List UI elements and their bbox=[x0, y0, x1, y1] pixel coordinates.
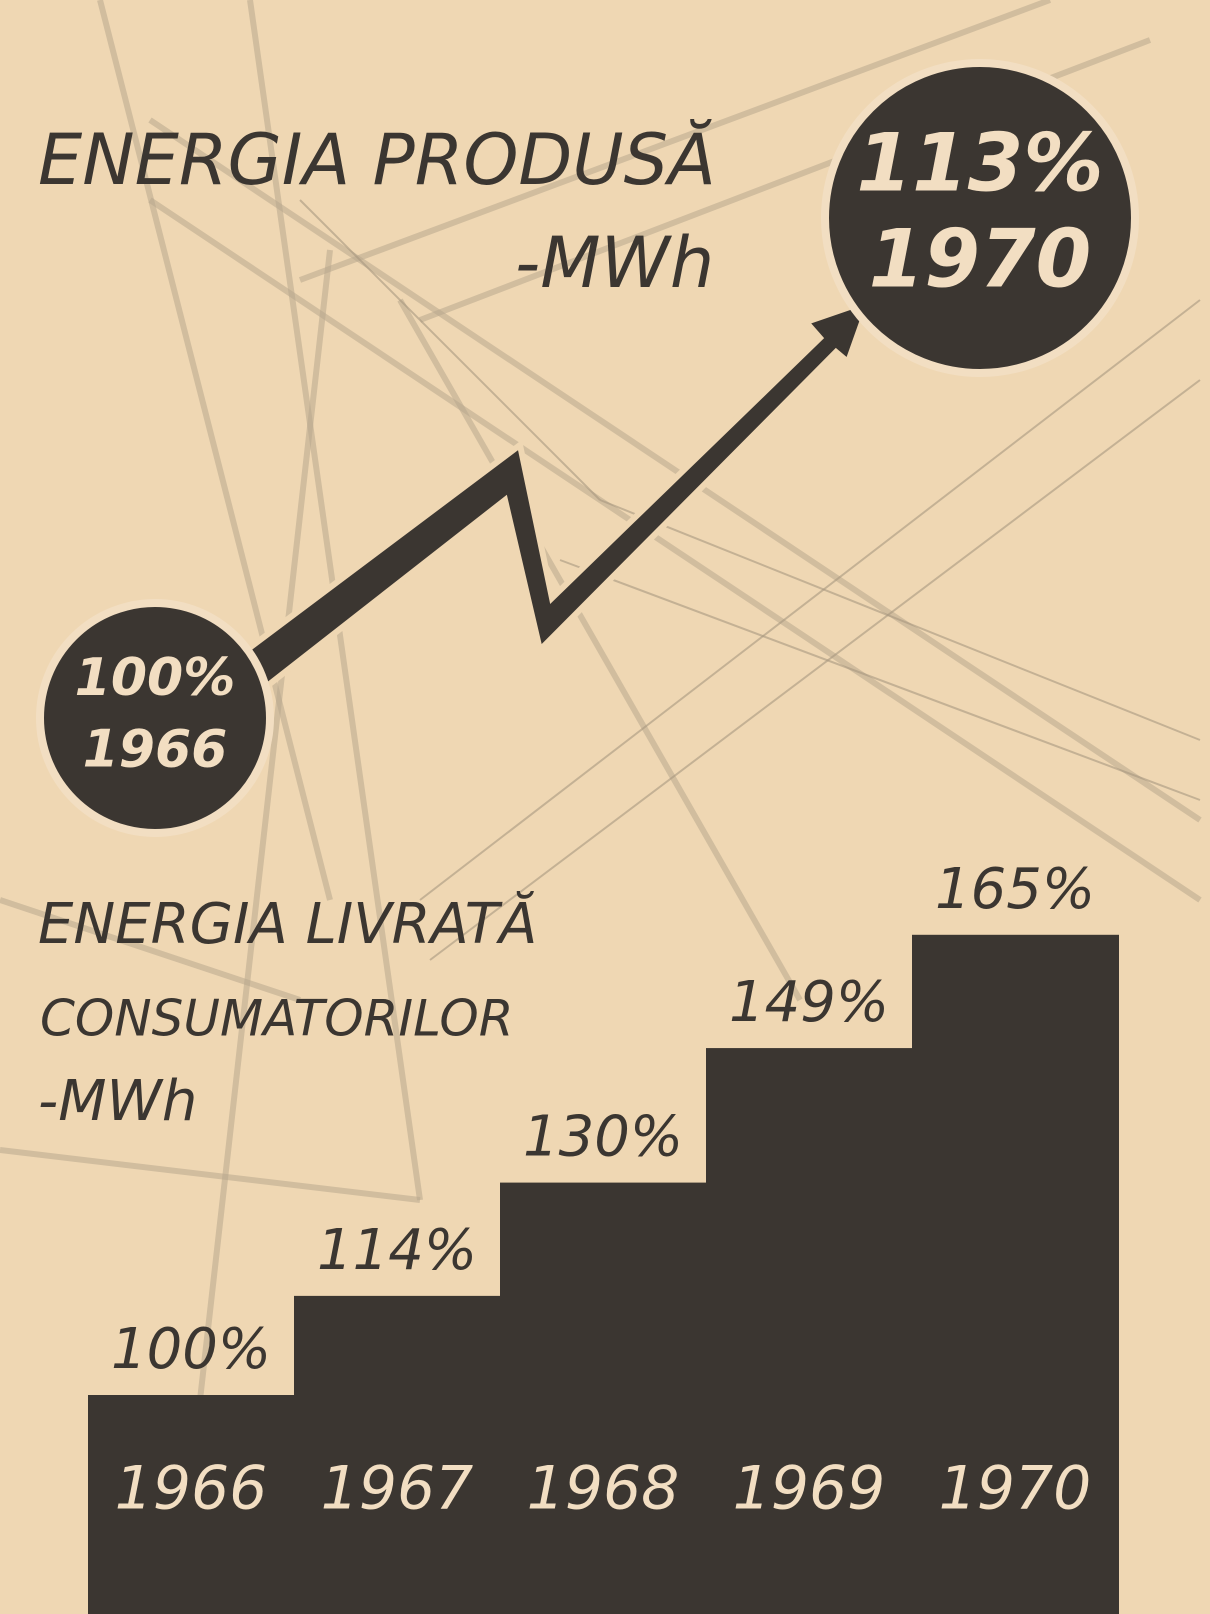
category-label: 1970 bbox=[869, 212, 1092, 305]
value-label: 165% bbox=[935, 857, 1095, 922]
x-tick-label: 1969 bbox=[733, 1454, 886, 1524]
title: ENERGIA LIVRATĂ bbox=[38, 892, 537, 957]
unit: -MWh bbox=[515, 222, 714, 304]
x-tick-label: 1966 bbox=[115, 1454, 268, 1524]
value-label: 149% bbox=[729, 970, 889, 1035]
bar bbox=[500, 1183, 707, 1614]
value-label: 114% bbox=[317, 1218, 477, 1283]
value-label: 100% bbox=[75, 648, 236, 708]
value-label: 100% bbox=[111, 1317, 271, 1382]
x-tick-label: 1967 bbox=[321, 1454, 474, 1524]
title: ENERGIA PRODUSĂ bbox=[38, 119, 716, 201]
x-tick-label: 1968 bbox=[527, 1454, 680, 1524]
title: CONSUMATORILOR bbox=[40, 990, 514, 1048]
x-tick-label: 1970 bbox=[939, 1454, 1092, 1524]
value-label: 130% bbox=[523, 1105, 683, 1170]
unit: -MWh bbox=[38, 1069, 197, 1134]
category-label: 1966 bbox=[83, 720, 228, 780]
value-label: 113% bbox=[856, 116, 1103, 209]
chart: ENERGIA PRODUSĂ -MWh ENERGIA LIVRATĂ CON… bbox=[0, 0, 1210, 1614]
bar bbox=[706, 1048, 913, 1614]
value-circle bbox=[40, 603, 270, 833]
